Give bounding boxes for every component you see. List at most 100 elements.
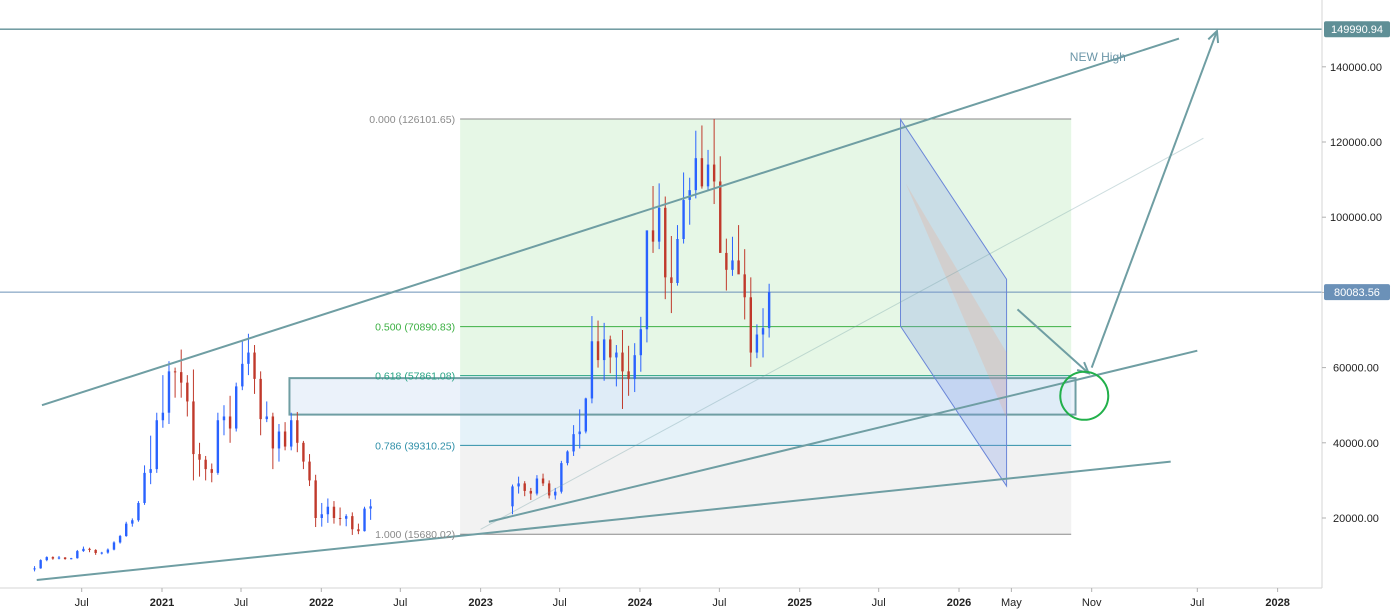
candle-body — [57, 557, 61, 559]
candle-body — [578, 431, 581, 435]
candle-body — [112, 542, 116, 550]
upper-trendline — [41, 37, 1180, 407]
candle-body — [332, 506, 336, 518]
candle-body — [712, 164, 716, 182]
candle-body — [651, 230, 655, 242]
time-axis-bg — [0, 588, 1392, 611]
candle-body — [596, 341, 600, 361]
candle-body — [289, 420, 293, 447]
candle-body — [235, 386, 238, 429]
lower-trendline — [36, 460, 1171, 582]
candle-body — [560, 463, 563, 492]
candle-body — [541, 478, 545, 484]
x-tick-label: 2021 — [150, 597, 174, 609]
candle-body — [296, 420, 299, 443]
arrow-down-line — [1016, 308, 1090, 374]
candle-body — [719, 181, 722, 253]
candle-body — [517, 483, 520, 487]
x-tick-label: May — [1001, 597, 1022, 609]
candle-body — [253, 352, 256, 379]
candle-body — [621, 352, 624, 372]
candle-body — [523, 483, 526, 491]
candle-body — [535, 478, 539, 494]
candle-body — [82, 548, 85, 552]
fib-level-label: 0.000 (126101.65) — [369, 114, 455, 126]
candle-body — [216, 420, 220, 473]
current-price-tag — [1324, 284, 1390, 301]
candle-body — [749, 297, 753, 353]
candle-body — [767, 292, 771, 329]
candle-body — [737, 260, 740, 275]
candle-body — [302, 442, 305, 462]
fib-zone — [460, 445, 1072, 535]
candle-body — [670, 277, 673, 283]
candle-body — [590, 341, 594, 399]
candle-body — [283, 431, 287, 447]
fib-level-label: 0.618 (57861.08) — [375, 371, 455, 383]
candle-body — [259, 378, 262, 420]
price-axis-bg — [1322, 0, 1392, 611]
candle-body — [529, 490, 533, 494]
candle-body — [572, 434, 575, 452]
candle-body — [344, 516, 348, 519]
arrow-down-head — [1076, 361, 1091, 375]
candle-body — [731, 260, 734, 270]
candle-body — [131, 520, 134, 524]
candle-body — [743, 274, 746, 298]
mid-diagonal — [480, 137, 1204, 530]
y-tick-label: 20000.00 — [1333, 513, 1379, 525]
fib-level-label: 1.000 (15680.02) — [375, 529, 455, 541]
candle-body — [70, 558, 73, 560]
high-price-label: 149990.94 — [1331, 24, 1383, 36]
candle-body — [706, 164, 710, 187]
candle-body — [271, 416, 275, 449]
candle-body — [155, 420, 158, 470]
x-tick-label: Jul — [712, 597, 726, 609]
candle-body — [63, 557, 67, 559]
candle-body — [210, 469, 213, 473]
x-tick-label: Jul — [1190, 597, 1204, 609]
arrow-up-head — [1207, 28, 1220, 44]
x-tick-label: Jul — [234, 597, 248, 609]
candle-body — [137, 502, 140, 521]
arrow-up-line — [1090, 30, 1218, 368]
descending-channel — [900, 117, 1008, 488]
candle-body — [633, 355, 636, 379]
candle-body — [143, 472, 146, 503]
candle-body — [39, 560, 42, 569]
x-tick-label: 2028 — [1265, 597, 1289, 609]
candle-body — [88, 548, 91, 550]
candle-body — [149, 469, 152, 473]
target-circle — [1059, 370, 1110, 421]
drawing-overlays — [0, 28, 1322, 488]
candle-body — [106, 549, 110, 553]
candle-body — [173, 371, 177, 373]
channel-projection — [905, 183, 1007, 419]
y-tick-label: 100000.00 — [1330, 212, 1382, 224]
annotation-new-high: NEW High — [1070, 50, 1126, 64]
candle-body — [725, 252, 728, 270]
candle-body — [566, 451, 569, 464]
fib-levels — [460, 118, 1072, 535]
candle-body — [657, 207, 661, 242]
candle-body — [369, 506, 372, 509]
candle-body — [645, 230, 649, 330]
candle-body — [755, 334, 759, 353]
current-price-label: 80083.56 — [1334, 287, 1380, 299]
candle-body — [228, 416, 232, 429]
candle-body — [277, 431, 281, 449]
candle-body — [308, 461, 311, 481]
candle-body — [676, 239, 679, 283]
candle-body — [314, 480, 317, 518]
candle-body — [326, 506, 330, 515]
candle-body — [664, 207, 667, 278]
candle-body — [584, 398, 588, 432]
x-tick-label: 2022 — [309, 597, 333, 609]
candle-body — [615, 352, 618, 358]
candle-body — [76, 551, 79, 559]
candle-body — [192, 401, 195, 455]
candle-body — [118, 536, 122, 543]
high-price-tag — [1324, 21, 1390, 38]
candle-body — [222, 416, 226, 421]
candle-body — [694, 158, 698, 191]
